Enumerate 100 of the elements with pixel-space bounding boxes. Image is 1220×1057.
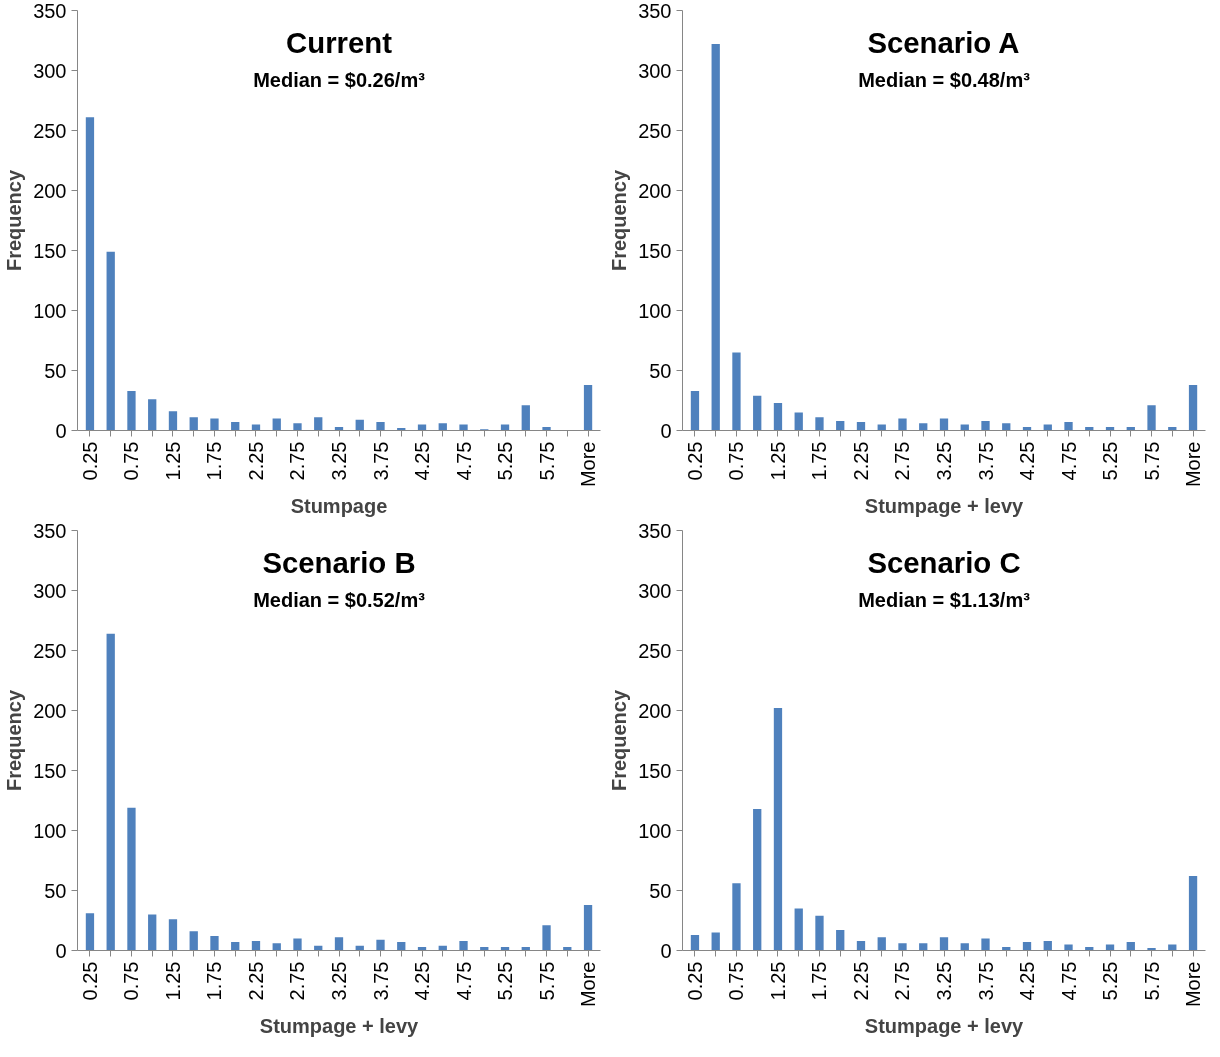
x-tick-label: 1.75 bbox=[808, 441, 831, 481]
x-tick-label: 3.25 bbox=[933, 441, 955, 481]
x-tick-label: 1.25 bbox=[161, 441, 184, 481]
x-tick-label: 2.25 bbox=[849, 441, 872, 481]
text: Median = $0.26/m³ bbox=[253, 68, 426, 91]
text: Median = $0.52/m³ bbox=[253, 588, 426, 611]
x-tick-label: 2.25 bbox=[244, 441, 267, 481]
x-tick-label: 3.75 bbox=[369, 961, 392, 1001]
y-axis-title: Frequency bbox=[3, 689, 26, 792]
y-tick-label: 50 bbox=[44, 879, 67, 902]
x-tick-label: 1.25 bbox=[766, 441, 789, 481]
y-tick-label: 0 bbox=[660, 419, 672, 442]
y-tick-label: 150 bbox=[638, 239, 672, 262]
y-tick-label: 250 bbox=[33, 639, 67, 662]
x-axis-title: Stumpage bbox=[290, 495, 388, 518]
y-tick-label: 350 bbox=[33, 0, 67, 22]
y-tick-label: 200 bbox=[638, 179, 672, 202]
x-tick-label: 3.25 bbox=[328, 961, 350, 1001]
x-tick-label: 0.75 bbox=[725, 961, 748, 1001]
x-tick-label: 0.25 bbox=[78, 441, 101, 481]
x-tick-label: 3.75 bbox=[974, 441, 997, 481]
x-tick-label: 0.75 bbox=[725, 441, 748, 481]
text: Scenario B bbox=[262, 545, 416, 579]
text: Scenario C bbox=[867, 545, 1021, 579]
text: Current bbox=[286, 25, 393, 59]
x-tick-label: 3.25 bbox=[328, 441, 350, 481]
x-tick-label: 4.75 bbox=[452, 441, 475, 481]
y-tick-label: 300 bbox=[33, 59, 67, 82]
y-tick-label: 100 bbox=[33, 819, 67, 842]
y-tick-label: 300 bbox=[638, 579, 672, 602]
y-tick-label: 250 bbox=[638, 119, 672, 142]
x-tick-label: 2.75 bbox=[286, 441, 309, 481]
text: Median = $0.48/m³ bbox=[858, 68, 1031, 91]
y-tick-label: 150 bbox=[33, 759, 67, 782]
y-tick-label: 100 bbox=[638, 819, 672, 842]
y-tick-label: 150 bbox=[638, 759, 672, 782]
x-axis-title: Stumpage + levy bbox=[864, 1015, 1025, 1038]
y-tick-label: 200 bbox=[638, 699, 672, 722]
x-tick-label: More bbox=[577, 441, 600, 488]
x-tick-label: 1.75 bbox=[203, 961, 226, 1001]
x-tick-label: 5.75 bbox=[1140, 441, 1163, 481]
x-tick-label: 1.25 bbox=[766, 961, 789, 1001]
x-tick-label: 2.75 bbox=[891, 441, 914, 481]
y-tick-label: 0 bbox=[55, 419, 67, 442]
y-tick-label: 50 bbox=[649, 359, 672, 382]
x-tick-label: 5.25 bbox=[1099, 441, 1122, 481]
y-tick-label: 300 bbox=[33, 579, 67, 602]
y-tick-label: 350 bbox=[33, 519, 67, 542]
x-tick-label: 4.25 bbox=[411, 441, 434, 481]
x-tick-label: 5.25 bbox=[494, 441, 517, 481]
x-tick-label: 2.25 bbox=[849, 961, 872, 1001]
x-tick-label: 2.75 bbox=[286, 961, 309, 1001]
y-tick-label: 50 bbox=[649, 879, 672, 902]
x-tick-label: 4.25 bbox=[1016, 961, 1039, 1001]
x-tick-label: 0.25 bbox=[683, 441, 706, 481]
x-tick-label: More bbox=[577, 961, 600, 1008]
x-axis-title: Stumpage + levy bbox=[864, 495, 1025, 518]
x-tick-label: 0.75 bbox=[120, 441, 143, 481]
y-axis-title: Frequency bbox=[608, 689, 631, 792]
x-tick-label: 0.25 bbox=[78, 961, 101, 1001]
x-tick-label: 1.75 bbox=[808, 961, 831, 1001]
y-tick-label: 300 bbox=[638, 59, 672, 82]
y-axis-title: Frequency bbox=[3, 169, 26, 272]
x-tick-label: More bbox=[1182, 961, 1205, 1008]
x-tick-label: 1.75 bbox=[203, 441, 226, 481]
x-tick-label: 4.75 bbox=[1057, 441, 1080, 481]
y-tick-label: 0 bbox=[55, 939, 67, 962]
x-tick-label: 2.25 bbox=[244, 961, 267, 1001]
x-tick-label: 1.25 bbox=[161, 961, 184, 1001]
x-tick-label: 0.75 bbox=[120, 961, 143, 1001]
y-tick-label: 100 bbox=[638, 299, 672, 322]
y-tick-label: 0 bbox=[660, 939, 672, 962]
y-tick-label: 200 bbox=[33, 699, 67, 722]
x-tick-label: 5.75 bbox=[535, 441, 558, 481]
y-tick-label: 250 bbox=[638, 639, 672, 662]
x-tick-label: More bbox=[1182, 441, 1205, 488]
x-tick-label: 2.75 bbox=[891, 961, 914, 1001]
y-tick-label: 250 bbox=[33, 119, 67, 142]
x-tick-label: 4.25 bbox=[411, 961, 434, 1001]
text: Scenario A bbox=[867, 25, 1020, 59]
x-tick-label: 5.25 bbox=[1099, 961, 1122, 1001]
y-tick-label: 350 bbox=[638, 519, 672, 542]
text: Median = $1.13/m³ bbox=[858, 588, 1031, 611]
y-tick-label: 200 bbox=[33, 179, 67, 202]
x-tick-label: 5.75 bbox=[1140, 961, 1163, 1001]
x-tick-label: 3.75 bbox=[974, 961, 997, 1001]
y-axis-title: Frequency bbox=[608, 169, 631, 272]
x-axis-title: Stumpage + levy bbox=[259, 1015, 420, 1038]
x-tick-label: 3.75 bbox=[369, 441, 392, 481]
y-tick-label: 150 bbox=[33, 239, 67, 262]
x-tick-label: 5.25 bbox=[494, 961, 517, 1001]
x-tick-label: 0.25 bbox=[683, 961, 706, 1001]
x-tick-label: 4.75 bbox=[452, 961, 475, 1001]
y-tick-label: 50 bbox=[44, 359, 67, 382]
y-tick-label: 350 bbox=[638, 0, 672, 22]
x-tick-label: 3.25 bbox=[933, 961, 955, 1001]
x-tick-label: 4.25 bbox=[1016, 441, 1039, 481]
x-tick-label: 5.75 bbox=[535, 961, 558, 1001]
y-tick-label: 100 bbox=[33, 299, 67, 322]
x-tick-label: 4.75 bbox=[1057, 961, 1080, 1001]
